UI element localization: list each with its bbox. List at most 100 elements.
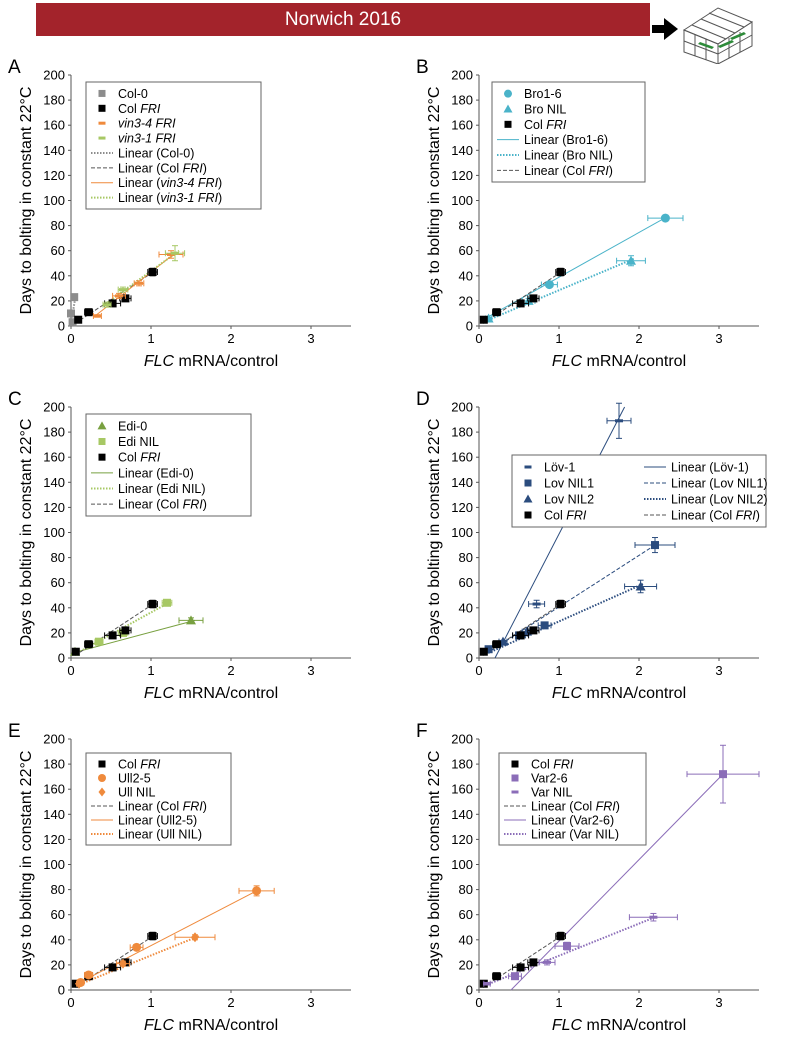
data-point	[84, 970, 94, 980]
data-point	[635, 581, 646, 591]
y-tick-label: 180	[43, 425, 65, 440]
data-point	[75, 978, 83, 989]
legend-label: Linear (Lov NIL1)	[671, 477, 768, 491]
y-tick-label: 160	[451, 782, 473, 797]
x-tick-label: 2	[635, 995, 642, 1010]
legend-marker	[98, 136, 106, 140]
y-tick-label: 100	[451, 193, 473, 208]
data-point	[148, 932, 157, 941]
trendline	[482, 216, 668, 321]
data-point	[67, 309, 75, 318]
data-point	[660, 213, 670, 223]
y-tick-label: 160	[451, 118, 473, 133]
data-point	[148, 268, 157, 277]
x-axis-label: FLC mRNA/control	[144, 1017, 278, 1034]
data-point	[649, 915, 658, 919]
legend-label: Var2-6	[531, 772, 568, 786]
legend-marker	[98, 787, 106, 797]
data-point	[84, 308, 93, 317]
legend-label: Col FRI	[531, 758, 574, 772]
x-tick-label: 0	[67, 663, 74, 678]
y-tick-label: 180	[451, 757, 473, 772]
x-tick-label: 3	[307, 995, 314, 1010]
data-point	[651, 541, 659, 550]
y-tick-label: 100	[451, 857, 473, 872]
data-point	[563, 942, 571, 951]
data-point	[121, 626, 130, 635]
y-tick-label: 20	[459, 957, 473, 972]
data-point	[492, 640, 501, 649]
y-tick-label: 80	[51, 218, 65, 233]
trendline	[482, 257, 636, 324]
data-point	[615, 419, 623, 423]
y-tick-label: 140	[43, 807, 65, 822]
y-tick-label: 120	[43, 168, 65, 183]
legend-marker	[504, 89, 512, 98]
y-tick-label: 40	[459, 932, 473, 947]
x-tick-label: 3	[307, 663, 314, 678]
data-point	[191, 932, 199, 943]
y-tick-label: 60	[459, 243, 473, 258]
y-tick-label: 0	[58, 319, 65, 334]
y-tick-label: 140	[451, 143, 473, 158]
y-tick-label: 100	[43, 525, 65, 540]
y-axis-label: Days to bolting in constant 22°C	[426, 87, 443, 315]
legend-label: Linear (vin3-4 FRI)	[118, 176, 222, 190]
legend-label: Ull2-5	[118, 772, 151, 786]
series-var-nil	[483, 912, 678, 987]
data-point	[516, 299, 525, 308]
y-tick-label: 60	[51, 243, 65, 258]
y-axis-label: Days to bolting in constant 22°C	[18, 751, 35, 979]
legend-marker	[511, 790, 519, 794]
data-point	[479, 647, 488, 656]
y-tick-label: 20	[51, 625, 65, 640]
greenhouse-icon	[682, 7, 754, 64]
series-col-fri	[71, 599, 158, 656]
y-axis-label: Days to bolting in constant 22°C	[426, 419, 443, 647]
x-tick-label: 1	[147, 663, 154, 678]
x-tick-label: 0	[67, 331, 74, 346]
legend-label: Col FRI	[118, 102, 161, 116]
x-tick-label: 2	[635, 663, 642, 678]
series-col-fri	[71, 931, 158, 988]
y-tick-label: 40	[51, 600, 65, 615]
panel-letter: C	[8, 389, 22, 410]
data-point	[132, 942, 142, 952]
legend-marker	[98, 104, 106, 112]
arrow-right-icon	[652, 18, 678, 40]
data-point	[252, 886, 262, 896]
y-tick-label: 60	[459, 907, 473, 922]
y-tick-label: 200	[43, 732, 65, 747]
series-ull-nil	[75, 932, 216, 989]
data-point	[71, 647, 80, 656]
data-point	[68, 318, 77, 327]
y-tick-label: 40	[51, 932, 65, 947]
y-tick-label: 20	[459, 293, 473, 308]
y-tick-label: 0	[466, 319, 473, 334]
data-point	[95, 637, 103, 646]
y-axis-label: Days to bolting in constant 22°C	[426, 751, 443, 979]
legend-label: Linear (Bro1-6)	[524, 133, 608, 147]
x-tick-label: 1	[555, 663, 562, 678]
trendline	[74, 889, 260, 986]
legend-label: Linear (Lov NIL2)	[671, 493, 768, 507]
data-point	[529, 626, 538, 635]
y-tick-label: 180	[451, 93, 473, 108]
trendline	[74, 935, 200, 988]
x-tick-label: 3	[715, 663, 722, 678]
data-point	[544, 280, 554, 290]
x-axis-label: FLC mRNA/control	[144, 353, 278, 370]
legend-marker	[524, 465, 532, 469]
legend-marker	[97, 421, 107, 430]
legend-label: Linear (Col FRI)	[118, 161, 207, 175]
legend-marker	[98, 760, 106, 768]
y-tick-label: 200	[451, 732, 473, 747]
y-tick-label: 140	[43, 475, 65, 490]
y-tick-label: 20	[51, 957, 65, 972]
legend-marker	[98, 453, 106, 461]
x-tick-label: 2	[227, 995, 234, 1010]
y-tick-label: 40	[51, 268, 65, 283]
x-tick-label: 2	[635, 331, 642, 346]
data-point	[84, 640, 93, 649]
